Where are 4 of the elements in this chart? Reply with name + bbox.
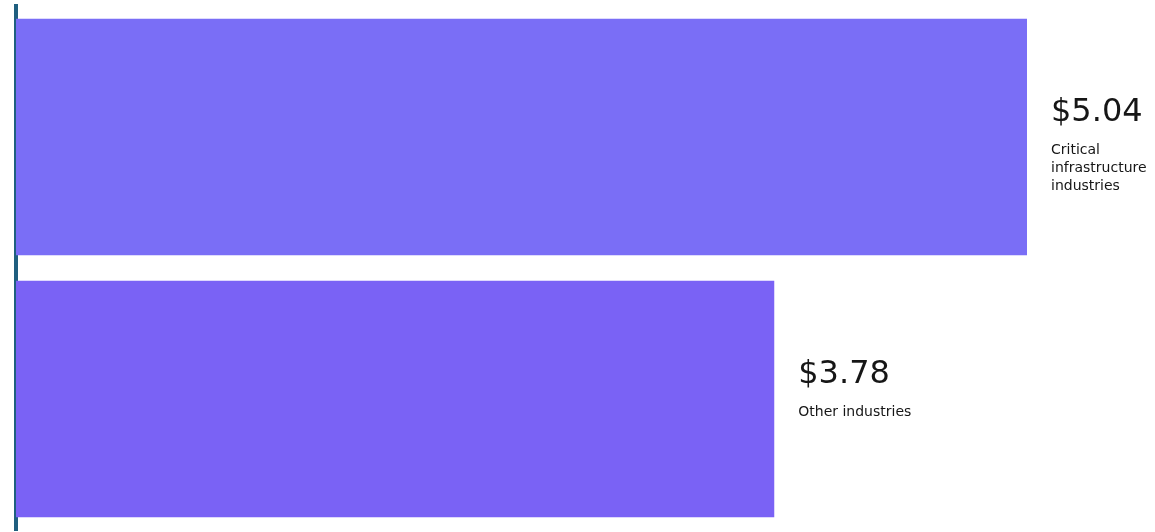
- annotation: Other industries: [798, 402, 912, 419]
- annotation: Critical infrastructure industries: [1051, 140, 1147, 193]
- data-label: $3.78: [798, 353, 890, 392]
- data-label: $5.04: [1051, 91, 1143, 130]
